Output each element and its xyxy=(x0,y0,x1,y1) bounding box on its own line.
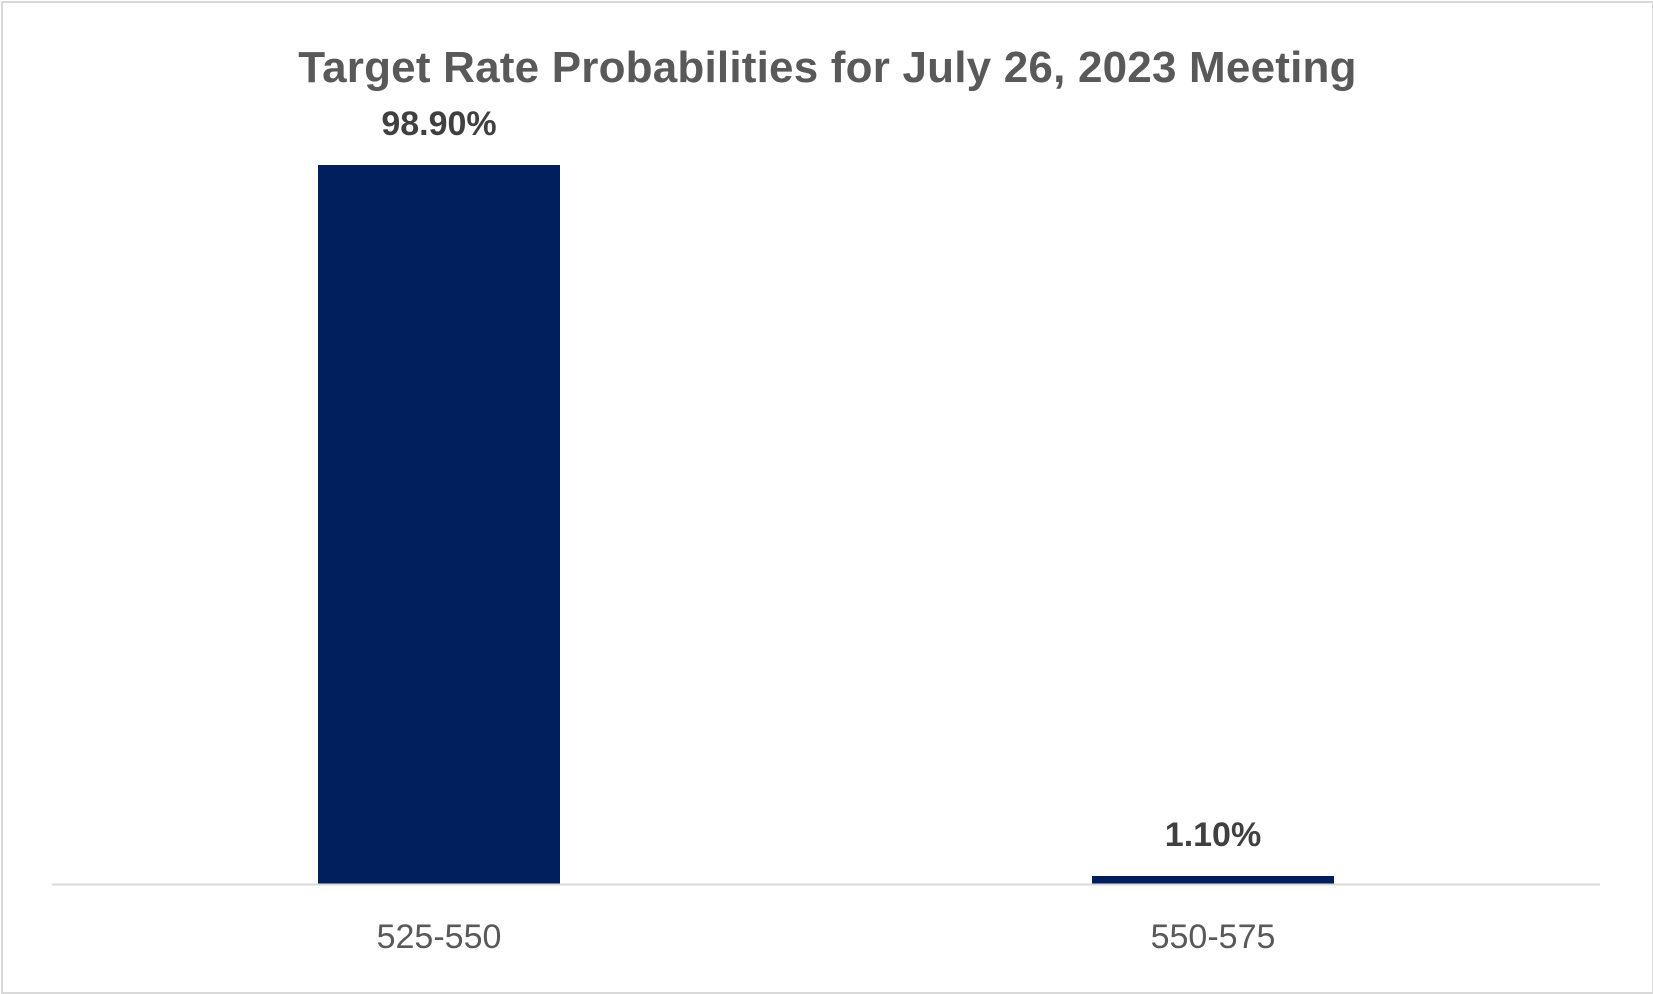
data-label-525-550: 98.90% xyxy=(381,105,496,143)
bar-525-550 xyxy=(318,164,560,884)
chart-title: Target Rate Probabilities for July 26, 2… xyxy=(298,43,1357,92)
x-tick-label-550-575: 550-575 xyxy=(1151,918,1276,956)
x-tick-label-525-550: 525-550 xyxy=(377,918,502,956)
bar-550-575 xyxy=(1092,876,1334,884)
data-label-550-575: 1.10% xyxy=(1165,816,1261,854)
